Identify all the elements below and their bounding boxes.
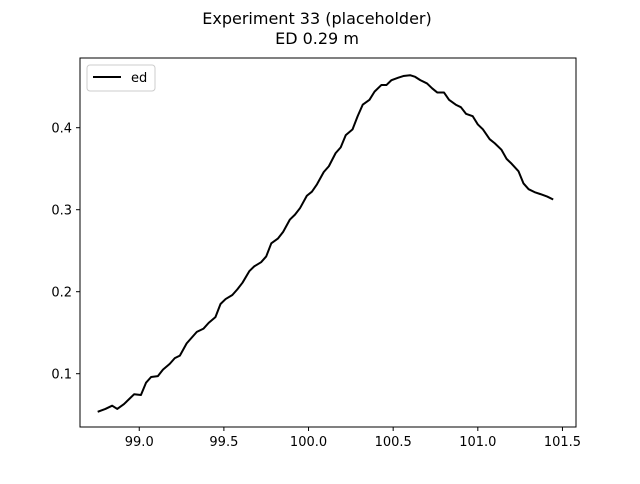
plot-area xyxy=(97,74,554,413)
x-axis-ticks: 99.0 99.5 100.0 100.5 101.0 101.5 xyxy=(125,427,581,450)
legend: ed xyxy=(86,64,156,92)
x-tick-label: 101.5 xyxy=(544,435,581,450)
y-tick-label: 0.1 xyxy=(51,368,72,383)
y-tick-label: 0.2 xyxy=(51,286,72,301)
y-tick-label: 0.4 xyxy=(51,122,72,137)
x-tick-label: 99.0 xyxy=(125,435,154,450)
y-tick-label: 0.3 xyxy=(51,204,72,219)
x-tick-label: 101.0 xyxy=(459,435,496,450)
series-line-ed xyxy=(97,74,554,413)
x-tick-label: 99.5 xyxy=(209,435,238,450)
x-tick-label: 100.0 xyxy=(290,435,327,450)
chart-subtitle: ED 0.29 m xyxy=(275,29,359,48)
y-axis-ticks: 0.1 0.2 0.3 0.4 xyxy=(51,122,80,383)
x-tick-label: 100.5 xyxy=(375,435,412,450)
chart-title: Experiment 33 (placeholder) xyxy=(202,9,431,28)
axes-frame xyxy=(79,57,577,428)
legend-label-ed: ed xyxy=(131,71,147,86)
